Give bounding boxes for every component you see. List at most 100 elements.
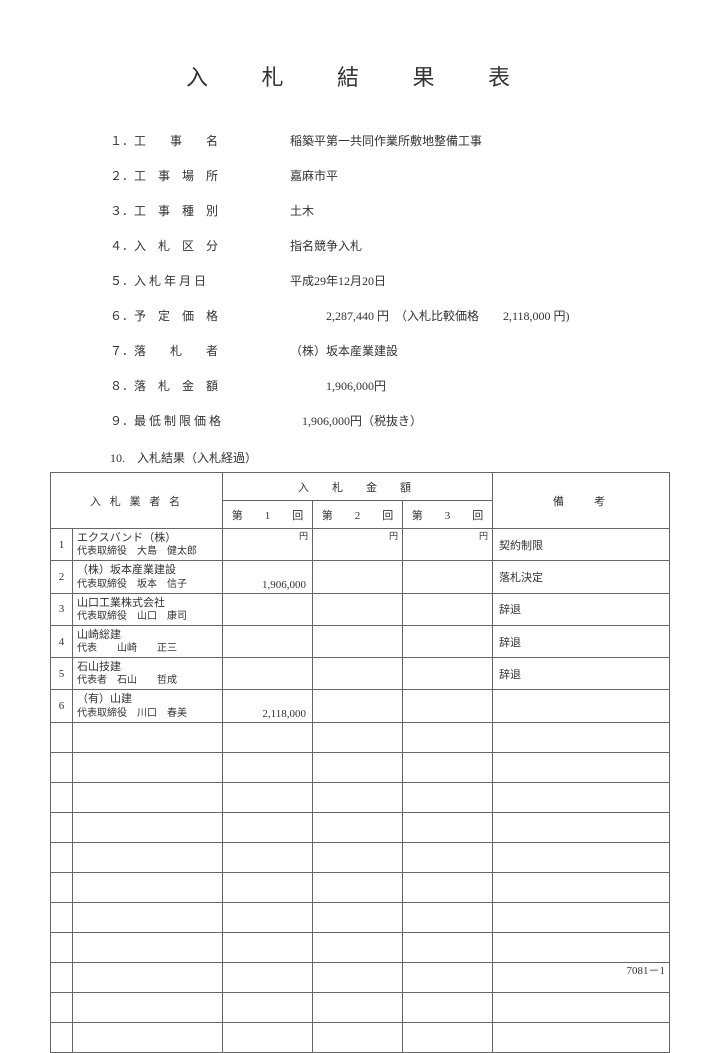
info-list: １．工 事 名稲築平第一共同作業所敷地整備工事 ２．工 事 場 所嘉麻市平 ３．工 … bbox=[110, 132, 670, 429]
th-round2: 第 2 回 bbox=[313, 501, 403, 529]
bid-amount: 円 bbox=[223, 529, 313, 561]
bid-amount bbox=[313, 625, 403, 657]
empty-cell bbox=[313, 1022, 403, 1052]
info-label: ８．落 札 金 額 bbox=[110, 377, 290, 394]
table-row: 3 山口工業株式会社代表取締役 山口 康司 辞退 bbox=[51, 593, 670, 625]
bid-amount: 2,118,000 bbox=[223, 690, 313, 722]
empty-cell bbox=[73, 962, 223, 992]
info-value: 平成29年12月20日 bbox=[290, 272, 670, 289]
row-number: 6 bbox=[51, 690, 73, 722]
info-row: ２．工 事 場 所嘉麻市平 bbox=[110, 167, 670, 184]
representative-name: 代表取締役 山口 康司 bbox=[77, 610, 218, 623]
bid-amount bbox=[313, 593, 403, 625]
empty-cell bbox=[313, 962, 403, 992]
th-round3: 第 3 回 bbox=[403, 501, 493, 529]
remarks-cell: 辞退 bbox=[493, 658, 670, 690]
empty-cell bbox=[223, 932, 313, 962]
remarks-cell: 辞退 bbox=[493, 593, 670, 625]
info-value: 1,906,000円（税抜き） bbox=[290, 412, 670, 429]
empty-cell bbox=[403, 902, 493, 932]
info-value: 1,906,000円 bbox=[290, 377, 670, 394]
empty-cell bbox=[493, 722, 670, 752]
bid-amount: 1,906,000 bbox=[223, 561, 313, 593]
info-value: 指名競争入札 bbox=[290, 237, 670, 254]
company-name: 山口工業株式会社 bbox=[77, 596, 218, 610]
bidder-name: （株）坂本産業建設代表取締役 坂本 信子 bbox=[73, 561, 223, 593]
info-value: 土木 bbox=[290, 202, 670, 219]
empty-cell bbox=[493, 902, 670, 932]
table-row: 5石山技建代表者 石山 哲成辞退 bbox=[51, 658, 670, 690]
empty-cell bbox=[403, 842, 493, 872]
info-row: ３．工 事 種 別土木 bbox=[110, 202, 670, 219]
empty-cell bbox=[223, 812, 313, 842]
empty-cell bbox=[403, 962, 493, 992]
empty-cell bbox=[313, 872, 403, 902]
representative-name: 代表取締役 川口 春美 bbox=[77, 707, 218, 720]
empty-cell bbox=[403, 932, 493, 962]
th-remarks: 備考 bbox=[493, 473, 670, 529]
bid-amount bbox=[403, 593, 493, 625]
empty-cell bbox=[493, 932, 670, 962]
info-row: ７．落 札 者（株）坂本産業建設 bbox=[110, 342, 670, 359]
table-row-empty bbox=[51, 752, 670, 782]
yen-label: 円 bbox=[479, 529, 488, 542]
info-label: ４．入 札 区 分 bbox=[110, 237, 290, 254]
representative-name: 代表取締役 坂本 信子 bbox=[77, 578, 218, 591]
bid-amount: 円 bbox=[313, 529, 403, 561]
representative-name: 代表者 石山 哲成 bbox=[77, 674, 218, 687]
bid-amount bbox=[223, 658, 313, 690]
company-name: 山崎総建 bbox=[77, 628, 218, 642]
representative-name: 代表取締役 大島 健太郎 bbox=[77, 545, 218, 558]
info-value: 稲築平第一共同作業所敷地整備工事 bbox=[290, 132, 670, 149]
table-row: 6 （有）山建代表取締役 川口 春美 2,118,000 bbox=[51, 690, 670, 722]
table-row-empty bbox=[51, 902, 670, 932]
bid-amount bbox=[223, 593, 313, 625]
empty-cell bbox=[223, 722, 313, 752]
empty-cell bbox=[51, 1022, 73, 1052]
company-name: 石山技建 bbox=[77, 660, 218, 674]
empty-cell bbox=[73, 902, 223, 932]
empty-cell bbox=[403, 872, 493, 902]
empty-cell bbox=[223, 902, 313, 932]
empty-cell bbox=[313, 842, 403, 872]
company-name: エクスバンド（株） bbox=[77, 531, 218, 545]
table-row-empty bbox=[51, 1022, 670, 1052]
empty-cell bbox=[223, 962, 313, 992]
yen-label: 円 bbox=[299, 529, 308, 542]
info-label: ３．工 事 種 別 bbox=[110, 202, 290, 219]
info-label: １．工 事 名 bbox=[110, 132, 290, 149]
representative-name: 代表 山崎 正三 bbox=[77, 642, 218, 655]
empty-cell bbox=[73, 722, 223, 752]
empty-cell bbox=[51, 902, 73, 932]
th-round1: 第 1 回 bbox=[223, 501, 313, 529]
table-row-empty bbox=[51, 812, 670, 842]
empty-cell bbox=[313, 932, 403, 962]
bidder-name: エクスバンド（株）代表取締役 大島 健太郎 bbox=[73, 529, 223, 561]
info-row: ９．最 低 制 限 価 格 1,906,000円（税抜き） bbox=[110, 412, 670, 429]
table-row-empty bbox=[51, 842, 670, 872]
empty-cell bbox=[493, 872, 670, 902]
empty-cell bbox=[73, 842, 223, 872]
empty-cell bbox=[403, 812, 493, 842]
table-row-empty bbox=[51, 722, 670, 752]
empty-cell bbox=[51, 752, 73, 782]
row-number: 3 bbox=[51, 593, 73, 625]
info-row: １．工 事 名稲築平第一共同作業所敷地整備工事 bbox=[110, 132, 670, 149]
empty-cell bbox=[313, 752, 403, 782]
bid-results-table: 入 札 業 者 名 入 札 金 額 備考 第 1 回 第 2 回 第 3 回 1… bbox=[50, 472, 670, 1053]
empty-cell bbox=[403, 722, 493, 752]
empty-cell bbox=[51, 962, 73, 992]
empty-cell bbox=[73, 872, 223, 902]
row-number: 4 bbox=[51, 625, 73, 657]
empty-cell bbox=[223, 842, 313, 872]
empty-cell bbox=[493, 782, 670, 812]
table-row-empty bbox=[51, 962, 670, 992]
company-name: （株）坂本産業建設 bbox=[77, 563, 218, 577]
company-name: （有）山建 bbox=[77, 692, 218, 706]
th-bidder: 入 札 業 者 名 bbox=[51, 473, 223, 529]
empty-cell bbox=[51, 722, 73, 752]
empty-cell bbox=[51, 932, 73, 962]
empty-cell bbox=[403, 1022, 493, 1052]
bid-amount bbox=[223, 625, 313, 657]
empty-cell bbox=[51, 842, 73, 872]
